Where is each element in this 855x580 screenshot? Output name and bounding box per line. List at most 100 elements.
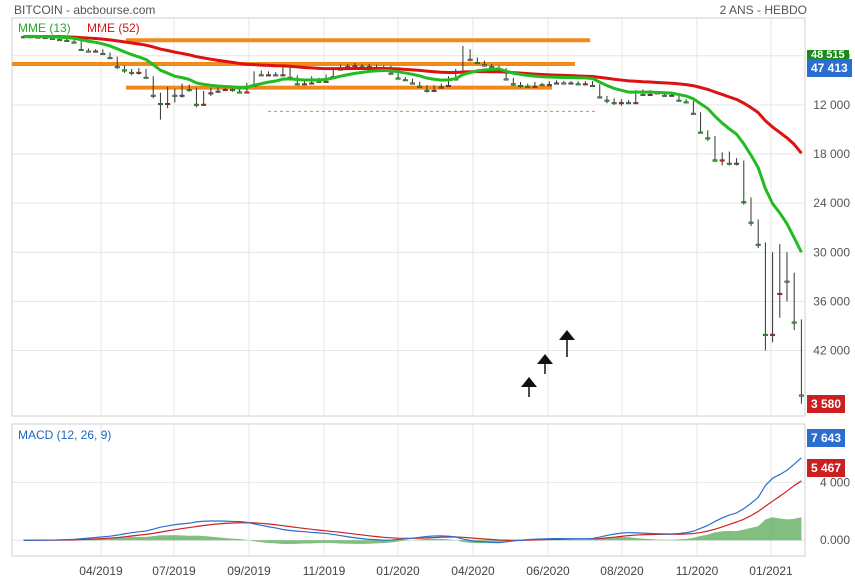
candle-body[interactable]	[410, 82, 415, 85]
candle-body[interactable]	[590, 84, 596, 87]
candle-body[interactable]	[741, 201, 747, 204]
candle-body[interactable]	[633, 102, 639, 105]
candle-body[interactable]	[597, 96, 603, 99]
candle-body[interactable]	[712, 159, 718, 162]
candle-body[interactable]	[525, 85, 531, 88]
candle-body[interactable]	[640, 93, 646, 96]
candle-body[interactable]	[618, 102, 624, 105]
candle-body[interactable]	[446, 84, 451, 87]
candle-body[interactable]	[755, 243, 761, 246]
candle-body[interactable]	[734, 162, 740, 165]
candle-body[interactable]	[323, 80, 329, 83]
candle-body[interactable]	[64, 39, 70, 42]
candle-body[interactable]	[532, 85, 538, 88]
candle-body[interactable]	[683, 101, 689, 104]
candle-body[interactable]	[748, 221, 754, 224]
candle-body[interactable]	[503, 78, 509, 81]
candle-body[interactable]	[121, 69, 127, 72]
candle-body[interactable]	[186, 89, 192, 92]
candle-body[interactable]	[85, 50, 91, 53]
candle-body[interactable]	[575, 83, 581, 86]
candle-body[interactable]	[395, 77, 401, 80]
candle-body[interactable]	[402, 79, 408, 82]
candle-body[interactable]	[229, 89, 235, 92]
candle-body[interactable]	[676, 99, 682, 102]
candle-body[interactable]	[93, 50, 99, 53]
candle-body[interactable]	[431, 89, 437, 92]
candle-body[interactable]	[777, 292, 783, 295]
candle-body[interactable]	[280, 74, 286, 77]
candle-body[interactable]	[726, 162, 732, 165]
candle-body[interactable]	[662, 94, 668, 97]
candle-body[interactable]	[604, 99, 610, 102]
candle-body[interactable]	[100, 53, 106, 56]
candle-body[interactable]	[215, 90, 221, 93]
candle-body[interactable]	[201, 103, 207, 106]
candle-body[interactable]	[273, 74, 279, 77]
candle-body[interactable]	[554, 82, 560, 85]
candle-body[interactable]	[561, 82, 567, 85]
candle-body[interactable]	[791, 321, 797, 324]
candle-body[interactable]	[510, 83, 516, 86]
candle-body[interactable]	[798, 394, 804, 397]
period-label[interactable]: 2 ANS - HEBDO	[719, 3, 807, 17]
candle-body[interactable]	[265, 74, 271, 77]
candle-body[interactable]	[193, 103, 199, 106]
candle-body[interactable]	[114, 66, 120, 69]
chart-title: BITCOIN - abcbourse.com	[14, 3, 156, 17]
legend-macd: MACD (12, 26, 9)	[18, 428, 112, 442]
candle-body[interactable]	[518, 84, 524, 87]
candle-body[interactable]	[719, 159, 725, 162]
ema13-line	[23, 34, 803, 253]
candle-body[interactable]	[301, 83, 307, 86]
candle-body[interactable]	[474, 62, 480, 65]
candle-body[interactable]	[489, 66, 495, 69]
candle-body[interactable]	[129, 71, 135, 74]
candle-body[interactable]	[626, 102, 632, 105]
candle-body[interactable]	[150, 94, 156, 97]
candle-body[interactable]	[784, 280, 790, 283]
candle-body[interactable]	[107, 57, 113, 60]
signal-value-tag: 5 467	[807, 459, 846, 477]
candle-body[interactable]	[78, 48, 84, 51]
candle-body[interactable]	[57, 39, 63, 42]
candle-body[interactable]	[647, 93, 653, 96]
candle-body[interactable]	[698, 131, 704, 134]
candle-body[interactable]	[244, 91, 250, 94]
x-tick-label: 11/2020	[676, 564, 719, 578]
candle-body[interactable]	[417, 85, 423, 88]
candle-body[interactable]	[222, 89, 228, 92]
candle-body[interactable]	[438, 86, 444, 89]
candle-body[interactable]	[568, 82, 574, 85]
candle-body[interactable]	[690, 112, 696, 115]
candle-body[interactable]	[143, 76, 149, 79]
candle-body[interactable]	[258, 74, 264, 77]
candle-body[interactable]	[762, 333, 768, 336]
ema52-line	[23, 35, 803, 155]
candle-body[interactable]	[467, 58, 473, 61]
candle-body[interactable]	[352, 65, 358, 68]
candle-body[interactable]	[208, 92, 214, 95]
macd-line	[23, 457, 802, 544]
candle-body[interactable]	[136, 71, 142, 74]
candle-body[interactable]	[388, 72, 394, 75]
candle-body[interactable]	[424, 89, 430, 92]
candle-body[interactable]	[582, 83, 588, 86]
last-price-tag: 47 413	[807, 59, 852, 77]
candle-body[interactable]	[157, 102, 163, 105]
candle-body[interactable]	[546, 84, 552, 87]
candle-body[interactable]	[165, 102, 171, 105]
candle-body[interactable]	[172, 94, 178, 97]
candle-body[interactable]	[482, 64, 488, 67]
candle-body[interactable]	[539, 84, 545, 87]
candle-body[interactable]	[294, 83, 300, 86]
candle-body[interactable]	[611, 102, 617, 105]
candle-body[interactable]	[669, 94, 675, 97]
candle-body[interactable]	[237, 91, 243, 94]
candle-body[interactable]	[309, 82, 315, 85]
candle-body[interactable]	[770, 333, 776, 336]
candle-body[interactable]	[71, 41, 77, 44]
candle-body[interactable]	[705, 137, 711, 140]
candle-body[interactable]	[179, 94, 185, 97]
